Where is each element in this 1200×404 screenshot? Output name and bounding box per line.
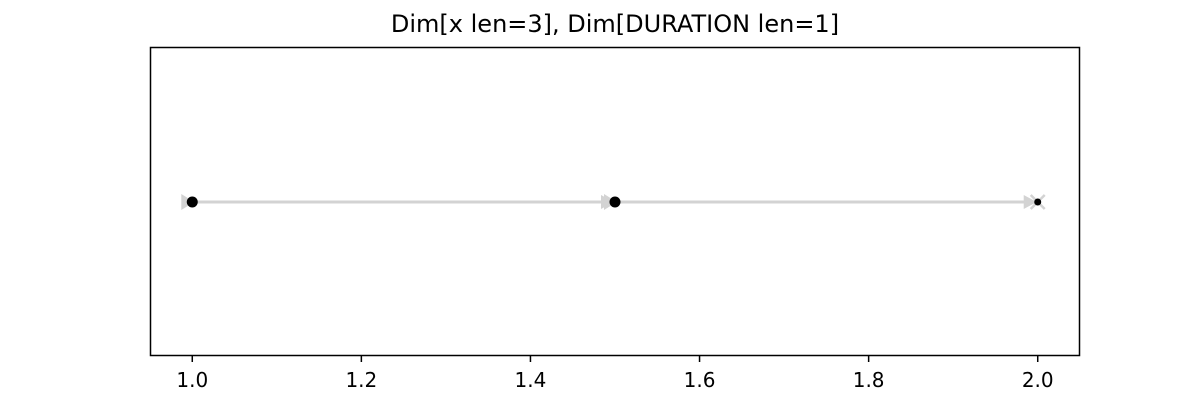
x-tick-label: 1.6 xyxy=(684,368,716,392)
x-tick-label: 2.0 xyxy=(1022,368,1054,392)
x-tick-label: 1.8 xyxy=(853,368,885,392)
segment-arrow-marker xyxy=(1023,195,1037,209)
x-tick-label: 1.4 xyxy=(515,368,547,392)
chart-title: Dim[x len=3], Dim[DURATION len=1] xyxy=(391,10,839,38)
axes-frame xyxy=(149,46,1081,357)
data-point xyxy=(186,196,198,208)
data-point xyxy=(1034,198,1042,206)
x-axis: 1.0 1.2 1.4 1.6 1.8 2.0 xyxy=(176,355,1054,392)
plot-marks xyxy=(181,194,1046,210)
x-tick-label: 1.2 xyxy=(345,368,377,392)
x-tick-label: 1.0 xyxy=(176,368,208,392)
data-point xyxy=(609,196,621,208)
